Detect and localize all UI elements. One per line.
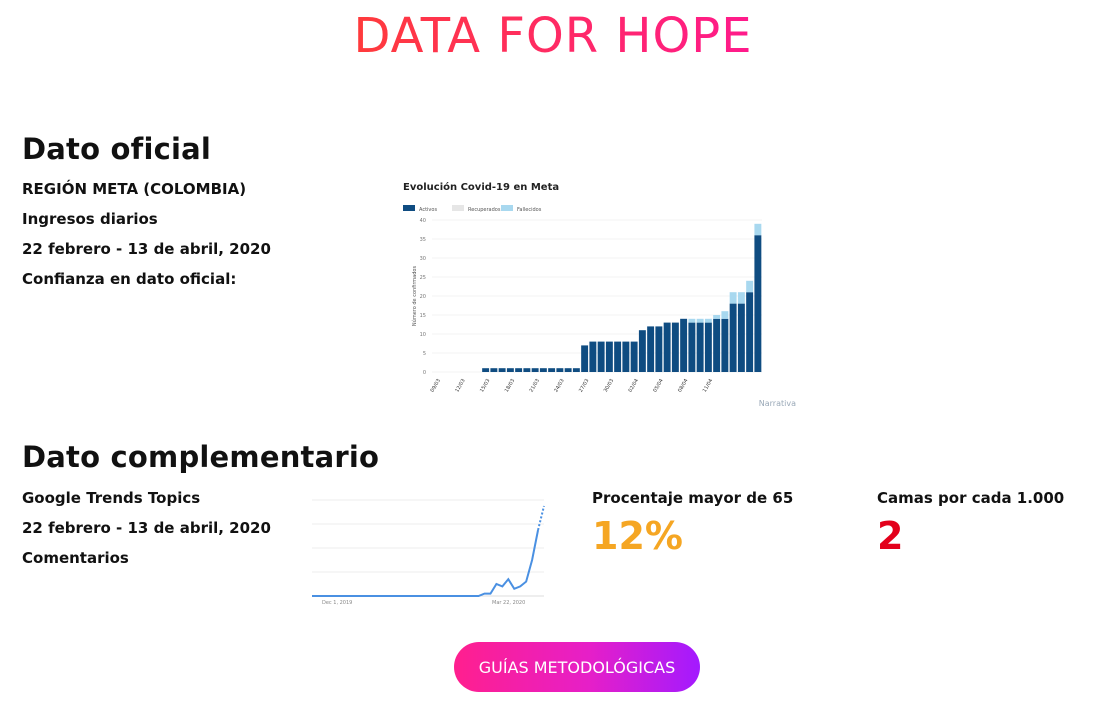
x-tick-label: 09/03 [430,378,442,393]
bar-activos [589,341,597,372]
bar-activos [680,318,688,372]
bar-activos [696,322,704,372]
complementary-period: 22 febrero - 13 de abril, 2020 [22,519,271,537]
y-tick-label: 10 [420,332,426,338]
y-tick-label: 30 [420,256,426,262]
bar-activos [663,322,671,372]
bar-activos [498,368,506,372]
bar-activos [581,345,589,372]
x-tick-label: 08/04 [677,378,689,393]
y-axis-label: Número de confirmados [411,266,418,327]
x-tick-label: 30/03 [603,378,615,393]
y-tick-label: 5 [423,351,426,357]
narrativa-watermark: Narrativa [759,399,796,408]
bar-activos [671,322,679,372]
bar-activos [688,322,696,372]
bar-activos [531,368,539,372]
official-period: 22 febrero - 13 de abril, 2020 [22,240,271,258]
y-tick-label: 20 [420,294,426,300]
covid-evolution-chart: Evolución Covid-19 en Meta Activos Recuper… [403,181,796,408]
bar-fallecidos [688,318,696,323]
brand-logo[interactable]: DATA FOR HOPE [0,4,1106,64]
bar-activos [647,326,655,372]
methodological-guides-button[interactable]: GUÍAS METODOLÓGICAS [454,642,700,692]
official-heading: Dato oficial [22,132,212,166]
y-tick-label: 0 [423,370,426,376]
beds-per-1000-value: 2 [877,514,904,558]
official-region: REGIÓN META (COLOMBIA) [22,180,247,198]
bar-activos [539,368,547,372]
x-tick-label: 15/03 [479,378,491,393]
complementary-source: Google Trends Topics [22,489,201,507]
bar-fallecidos [737,292,745,304]
bar-activos [638,330,646,372]
bar-activos [729,303,737,372]
bar-activos [506,368,514,372]
bar-activos [523,368,531,372]
elderly-percentage-value: 12% [592,514,683,558]
bar-activos [572,368,580,372]
legend-swatch [403,205,415,211]
x-tick-label: 18/03 [504,378,516,393]
bar-fallecidos [721,311,729,319]
elderly-percentage-label: Procentaje mayor de 65 [592,489,794,507]
legend-swatch [501,205,513,211]
bar-activos [482,368,490,372]
bar-activos [704,322,712,372]
legend-label: Recuperados [468,207,501,213]
bar-activos [721,318,729,372]
bar-fallecidos [704,318,712,323]
legend-label: Fallecidos [517,207,542,213]
y-tick-label: 35 [420,237,426,243]
beds-per-1000-label: Camas por cada 1.000 [877,489,1065,507]
x-tick-label: 05/04 [652,378,664,393]
bar-activos [564,368,572,372]
bar-fallecidos [754,223,762,236]
bar-activos [556,368,564,372]
bar-activos [490,368,498,372]
y-tick-label: 15 [420,313,426,319]
legend-label: Activos [419,207,437,213]
x-tick-label: 02/04 [628,378,640,393]
y-tick-label: 40 [420,218,426,224]
bar-fallecidos [696,318,704,323]
complementary-heading: Dato complementario [22,440,380,474]
brand-logo-text: DATA FOR HOPE [353,8,752,64]
official-metric: Ingresos diarios [22,210,158,228]
x-tick-label: 12/03 [454,378,466,393]
x-tick-label: 11/04 [702,378,714,393]
bar-activos [655,326,663,372]
bar-fallecidos [713,315,721,319]
y-tick-label: 25 [420,275,426,281]
google-trends-chart: Dec 1, 2019 Mar 22, 2020 [312,499,545,606]
legend-swatch [452,205,464,211]
chart-title: Evolución Covid-19 en Meta [403,181,559,193]
bar-activos [713,318,721,372]
bar-activos [746,292,754,372]
x-tick-label: 27/03 [578,378,590,393]
bar-activos [754,235,762,372]
x-tick-label: 24/03 [553,378,565,393]
x-tick-label: Dec 1, 2019 [322,600,352,606]
bar-fallecidos [729,292,737,304]
bar-activos [622,341,630,372]
trend-line [312,529,540,597]
x-tick-label: 21/03 [529,378,541,393]
bar-activos [614,341,622,372]
x-tick-label: Mar 22, 2020 [492,600,525,606]
bar-activos [515,368,523,372]
official-confidence-label: Confianza en dato oficial: [22,270,237,288]
bar-activos [630,341,638,372]
trend-line-projection [537,505,545,531]
bar-activos [548,368,556,372]
complementary-comments: Comentarios [22,549,129,567]
bar-fallecidos [746,280,754,293]
bar-activos [605,341,613,372]
bar-activos [597,341,605,372]
bar-activos [737,303,745,372]
